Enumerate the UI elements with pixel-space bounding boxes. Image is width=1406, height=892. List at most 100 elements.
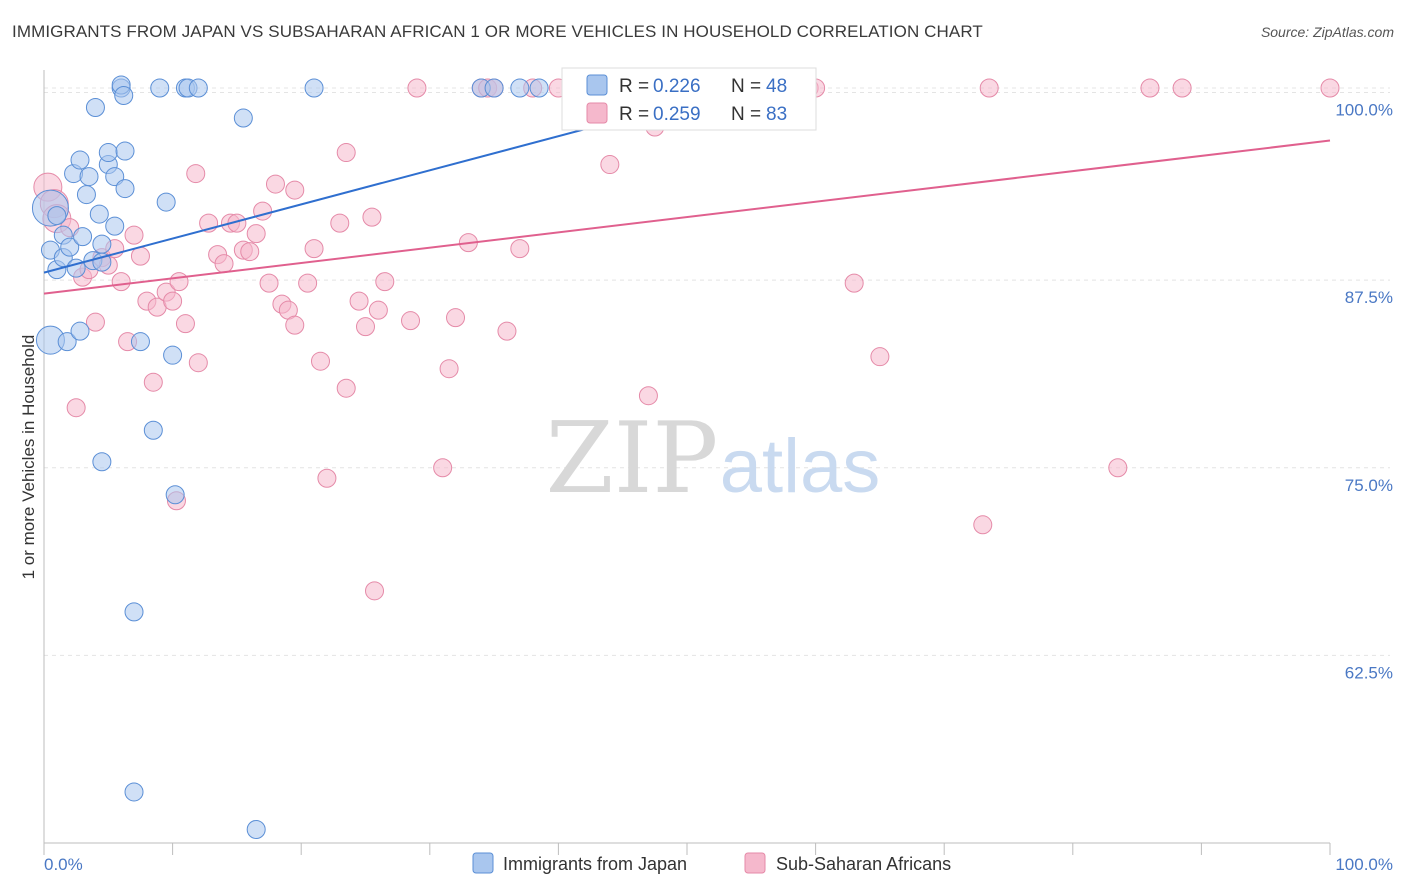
y-axis-label: 1 or more Vehicles in Household (19, 335, 38, 580)
legend-swatch-african (586, 102, 608, 124)
point-african (973, 515, 993, 535)
point-african (497, 321, 517, 341)
legend-r-label-african: R = (619, 104, 649, 125)
point-japan (79, 167, 99, 187)
point-african (143, 372, 163, 392)
point-japan (57, 332, 77, 352)
series-legend: Immigrants from Japan Sub-Saharan Africa… (472, 852, 951, 874)
y-tick-label: 87.5% (1345, 288, 1393, 307)
point-african (214, 254, 234, 274)
point-african (169, 272, 189, 292)
point-african (600, 155, 620, 175)
point-japan (130, 332, 150, 352)
point-african (870, 347, 890, 367)
point-japan (246, 819, 266, 839)
x-tick-label-min: 0.0% (44, 855, 83, 874)
legend-swatch-japan (586, 74, 608, 96)
point-african (407, 78, 427, 98)
point-japan (92, 452, 112, 472)
point-african (446, 308, 466, 328)
point-japan (510, 78, 530, 98)
point-african (1172, 78, 1192, 98)
x-tick-label-max: 100.0% (1335, 855, 1393, 874)
point-japan (233, 108, 253, 128)
point-japan (163, 345, 183, 365)
point-japan (105, 216, 125, 236)
point-african (349, 291, 369, 311)
series-legend-label-african: Sub-Saharan Africans (776, 854, 951, 874)
point-african (433, 458, 453, 478)
point-african (188, 353, 208, 373)
point-african (368, 300, 388, 320)
point-african (362, 207, 382, 227)
point-japan (304, 78, 324, 98)
point-african (304, 239, 324, 259)
point-african (310, 351, 330, 371)
point-african (844, 273, 864, 293)
legend-r-value-japan: 0.226 (653, 76, 701, 97)
point-african (979, 78, 999, 98)
point-african (240, 242, 260, 262)
point-japan (124, 782, 144, 802)
point-african (253, 201, 273, 221)
y-tick-label: 62.5% (1345, 663, 1393, 682)
point-japan (188, 78, 208, 98)
point-african (401, 311, 421, 331)
point-japan (70, 150, 90, 170)
point-african (186, 164, 206, 184)
point-japan (98, 143, 118, 163)
series-legend-swatch-japan (472, 852, 494, 874)
point-japan (143, 420, 163, 440)
point-japan (529, 78, 549, 98)
point-japan (165, 485, 185, 505)
source-label: Source: ZipAtlas.com (1260, 24, 1394, 40)
series-legend-label-japan: Immigrants from Japan (503, 854, 687, 874)
point-african (298, 273, 318, 293)
point-african (439, 359, 459, 379)
point-african (246, 224, 266, 244)
point-african (111, 272, 131, 292)
watermark-zip: ZIP (546, 402, 719, 516)
point-japan (92, 234, 112, 254)
point-african (356, 317, 375, 337)
point-african (175, 314, 195, 334)
point-african (285, 180, 305, 200)
point-japan (114, 86, 134, 106)
y-tick-label: 75.0% (1345, 476, 1393, 495)
chart-title: IMMIGRANTS FROM JAPAN VS SUBSAHARAN AFRI… (12, 22, 983, 41)
point-african (638, 386, 658, 406)
trend-line-african (43, 139, 1331, 295)
stats-legend: R = 0.226 N = 48 R = 0.259 N = 83 (561, 67, 817, 131)
point-african (259, 273, 279, 293)
point-african (510, 239, 530, 259)
point-japan (115, 141, 135, 161)
point-japan (85, 98, 105, 118)
grid (44, 87, 1390, 656)
legend-n-value-japan: 48 (766, 76, 787, 97)
series-legend-swatch-african (744, 852, 766, 874)
point-african (124, 225, 144, 245)
legend-r-label-japan: R = (619, 76, 649, 97)
point-african (375, 272, 395, 292)
point-african (285, 315, 305, 335)
watermark: ZIP atlas (546, 402, 881, 516)
point-japan (47, 206, 67, 226)
point-african (336, 378, 356, 398)
watermark-atlas: atlas (720, 424, 881, 509)
point-japan (76, 185, 96, 205)
point-african (66, 398, 86, 418)
point-african (1108, 458, 1128, 478)
point-japan (60, 237, 80, 257)
point-african (365, 581, 385, 601)
axes: 62.5% 75.0% 87.5% 100.0% (43, 70, 1393, 855)
point-african (85, 312, 105, 332)
point-african (336, 143, 356, 163)
legend-n-label-japan: N = (731, 76, 761, 97)
point-african (265, 174, 285, 194)
legend-n-value-african: 83 (766, 104, 787, 125)
point-japan (150, 78, 170, 98)
legend-r-value-african: 0.259 (653, 104, 701, 125)
point-japan (124, 602, 144, 622)
y-tick-label: 100.0% (1335, 101, 1393, 120)
